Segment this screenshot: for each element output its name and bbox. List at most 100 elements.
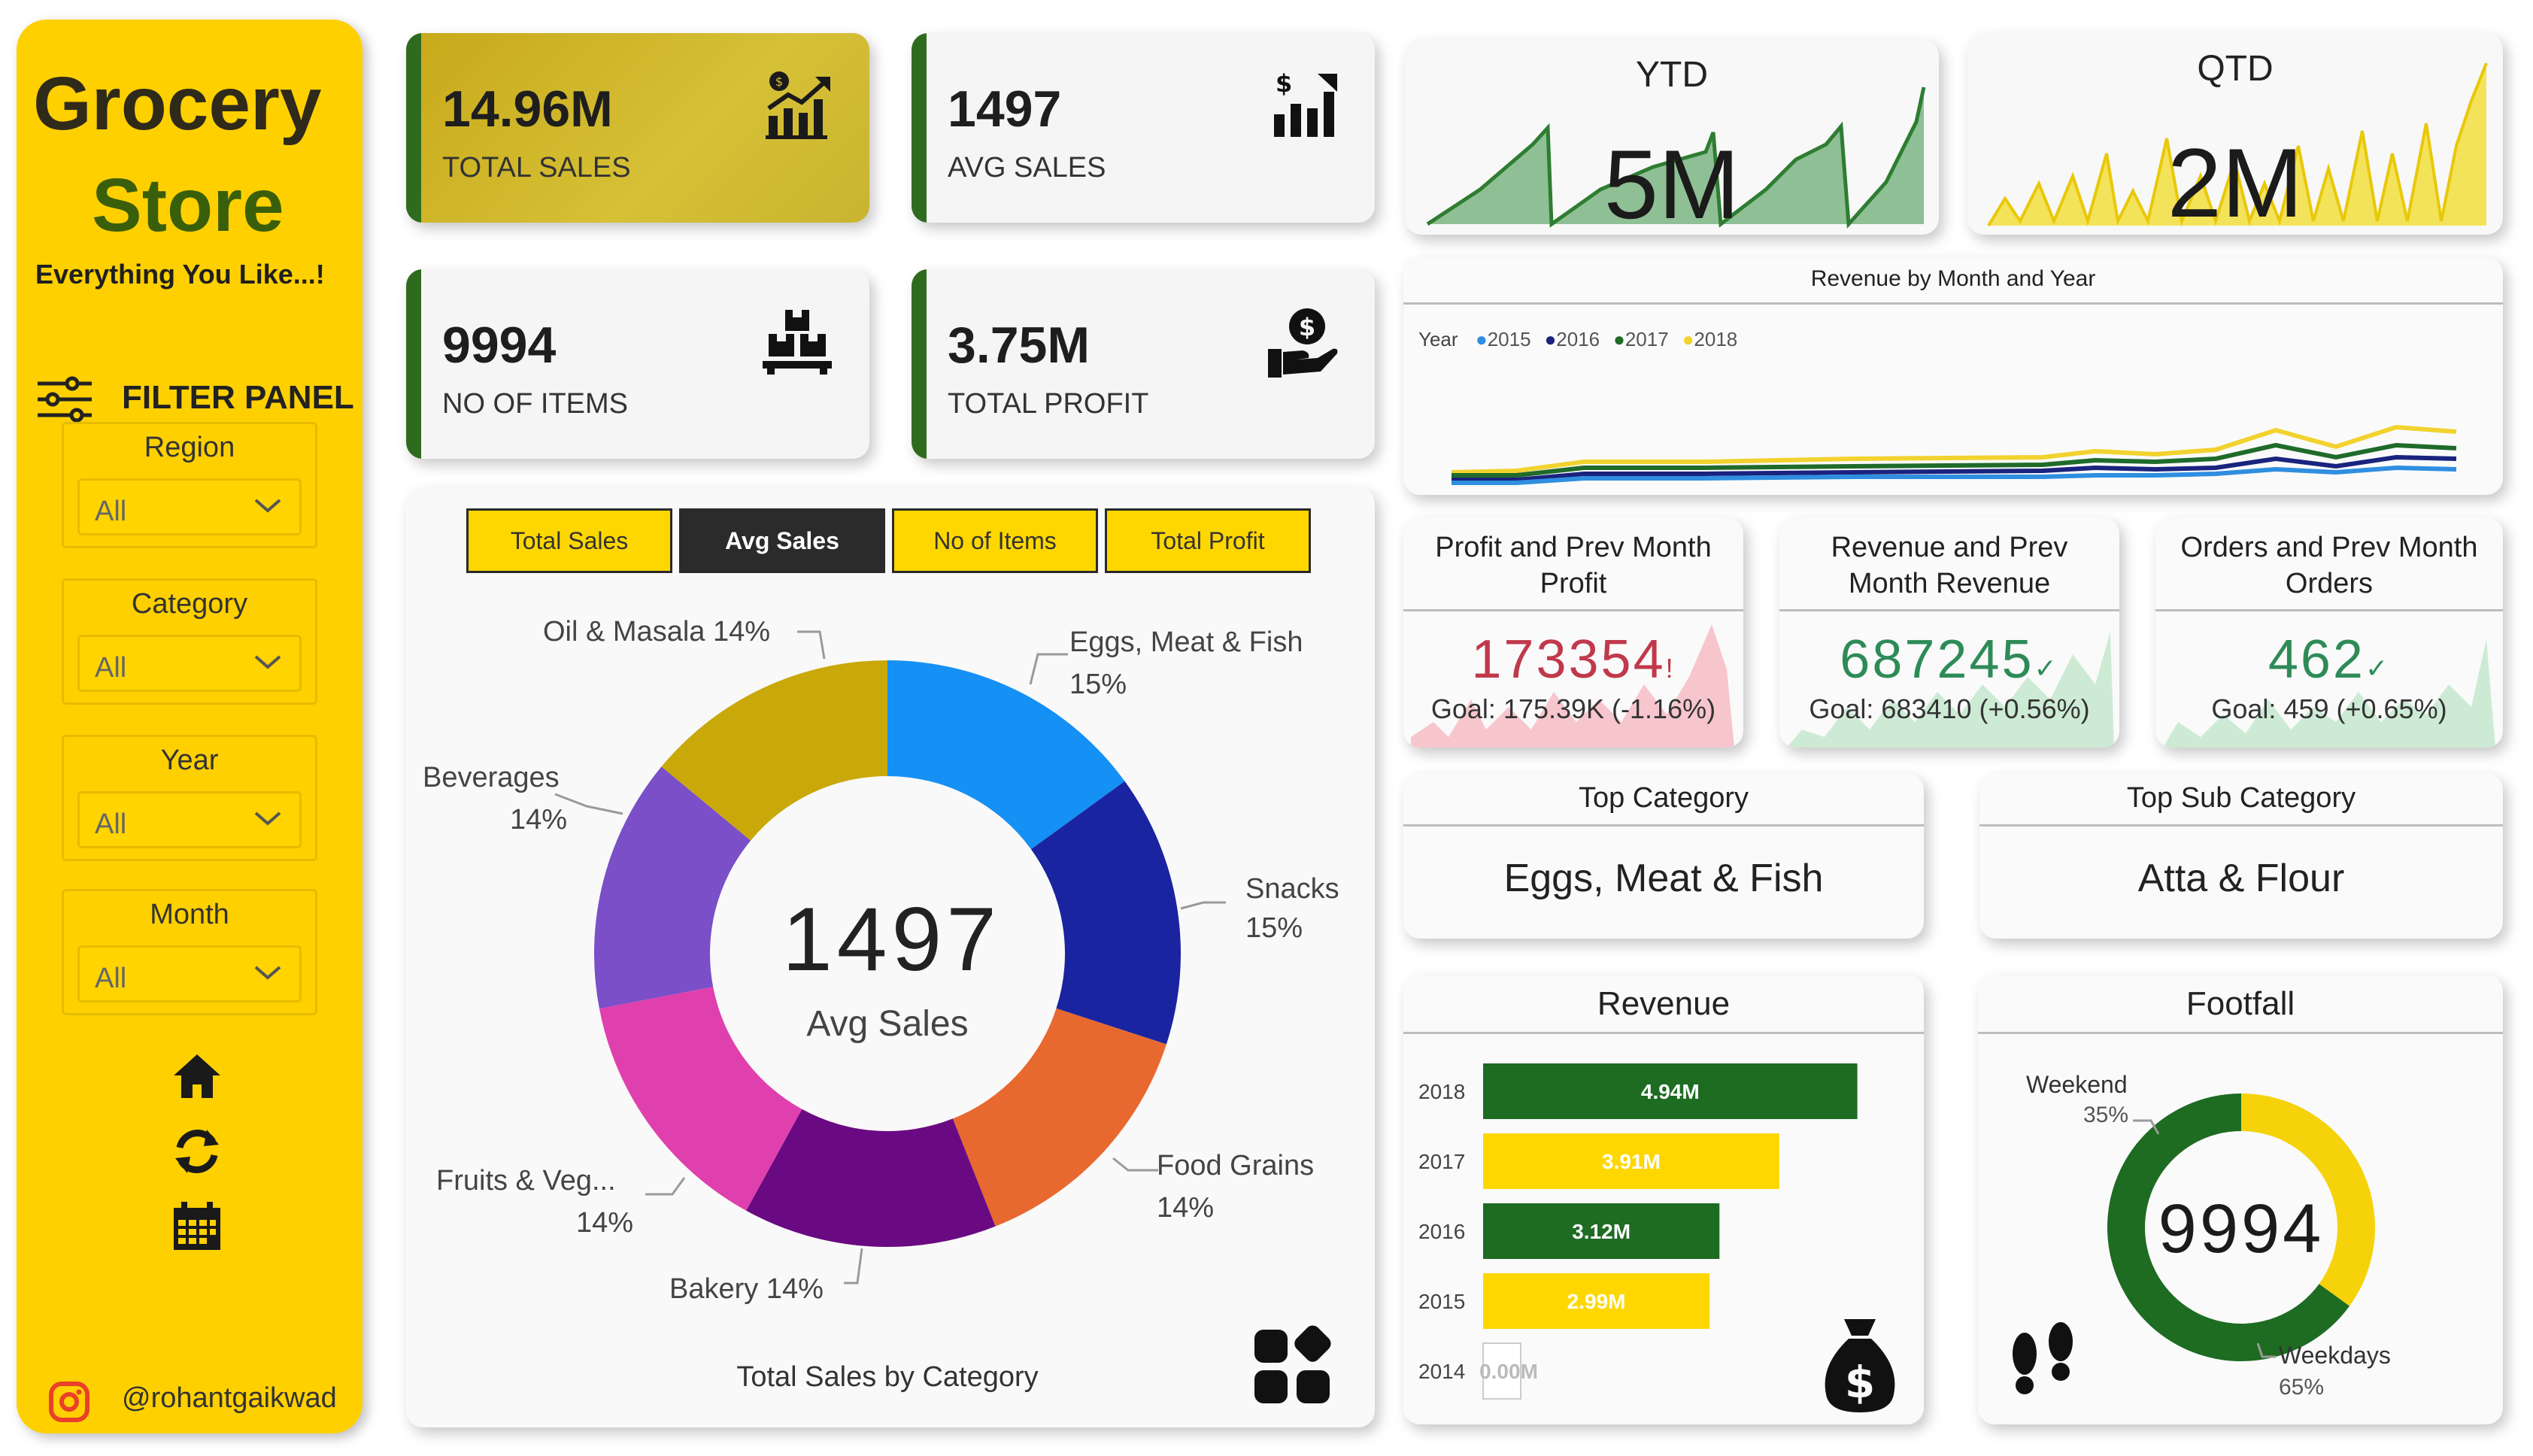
tab-total-profit[interactable]: Total Profit <box>1105 508 1311 573</box>
legend-item-2017: ●2017 <box>1613 328 1669 350</box>
title-divider <box>1403 824 1924 827</box>
top-sub-category-card: Top Sub Category Atta & Flour <box>1979 773 2503 939</box>
instagram-icon <box>48 1381 90 1427</box>
legend-item-2016: ●2016 <box>1544 328 1600 350</box>
category-slice-snacks[interactable] <box>1030 781 1181 1045</box>
boxes-icon <box>760 305 835 381</box>
revenue-bar-2015[interactable] <box>1483 1273 1710 1329</box>
trend-legend: ●2015 ●2016 ●2017 ●2018 <box>1476 328 1737 351</box>
kpi-value: 14.96M <box>442 80 613 138</box>
donut-pct-beverages: 14% <box>510 804 568 836</box>
bar-value-label: 3.12M <box>1572 1220 1631 1243</box>
kpi-label: AVG SALES <box>948 152 1106 184</box>
title-divider <box>1403 609 1743 611</box>
title-divider <box>1779 609 2119 611</box>
mini-kpi-value: 687245✓ <box>1840 629 2059 690</box>
footfall-leader-lines <box>2133 1119 2276 1358</box>
home-icon[interactable] <box>171 1050 223 1106</box>
bar-value-label: 4.94M <box>1641 1080 1700 1103</box>
kpi-accent-bar <box>406 33 421 223</box>
donut-center-label: Avg Sales <box>806 1004 969 1044</box>
year-dropdown[interactable]: All <box>77 791 302 848</box>
revenue-bar-2016[interactable] <box>1483 1203 1720 1259</box>
revenue-bar-2018[interactable] <box>1483 1063 1858 1119</box>
top-sub-category-value: Atta & Flour <box>2137 857 2345 900</box>
revenue-vs-prev-card: Revenue and Prev Month Revenue 687245✓ Go… <box>1779 517 2119 748</box>
refresh-icon[interactable] <box>171 1125 223 1181</box>
brand-tagline: Everything You Like...! <box>35 259 325 290</box>
region-dropdown[interactable]: All <box>77 478 302 535</box>
footfall-title: Footfall <box>2186 985 2295 1022</box>
category-donut-chart <box>594 660 1181 1247</box>
footfall-center-value: 9994 <box>2158 1191 2325 1267</box>
mini-kpi-goal: Goal: 683410 (+0.56%) <box>1809 693 2090 724</box>
svg-text:$: $ <box>1299 313 1315 341</box>
top-category-title: Top Category <box>1578 782 1749 814</box>
revenue-bar-card: Revenue 2018 4.94M 2017 3.91M 2016 3.12M 2015 2… <box>1403 975 1924 1424</box>
svg-text:$: $ <box>1276 69 1292 98</box>
bar-category-label: 2014 <box>1418 1360 1465 1383</box>
category-slice-beverages[interactable] <box>594 766 751 1009</box>
profit-vs-prev-card: Profit and Prev Month Profit 173354! Goal… <box>1403 517 1743 748</box>
weekdays-label: Weekdays <box>2279 1342 2391 1369</box>
mini-kpi-value: 173354! <box>1471 629 1676 690</box>
category-dropdown[interactable]: All <box>77 635 302 692</box>
filter-sliders-icon <box>35 373 95 429</box>
qtd-area-chart <box>1987 62 2488 227</box>
kpi-label: NO OF ITEMS <box>442 388 628 420</box>
revenue-bar-2014[interactable] <box>1482 1342 1521 1400</box>
mini-kpi-title: Profit and Prev Month Profit <box>1435 532 1712 599</box>
mini-kpi-value: 462✓ <box>2268 629 2391 690</box>
legend-item-2015: ●2015 <box>1476 328 1531 350</box>
sales-chart-icon: $ <box>763 69 835 145</box>
category-slice-eggs-meat-fish[interactable] <box>887 660 1125 850</box>
kpi-value: 9994 <box>442 317 557 374</box>
title-divider <box>2155 609 2503 611</box>
donut-pct-food-grains: 14% <box>1157 1192 1215 1224</box>
category-slice-fruits-veg[interactable] <box>599 987 802 1211</box>
weekend-pct: 35% <box>2083 1103 2129 1127</box>
footfall-slice-weekend[interactable] <box>2241 1094 2375 1306</box>
tab-avg-sales[interactable]: Avg Sales <box>679 508 885 573</box>
bar-category-label: 2015 <box>1418 1290 1465 1313</box>
chevron-down-icon <box>254 499 281 513</box>
category-slice-bakery[interactable] <box>746 1109 996 1247</box>
category-slice-food-grains[interactable] <box>952 1008 1166 1227</box>
month-filter-label: Month <box>150 899 229 930</box>
region-filter: Region All <box>62 422 317 548</box>
author-handle: @rohantgaikwad <box>122 1382 337 1414</box>
donut-leader-lines <box>554 630 1226 1285</box>
tab-no-of-items[interactable]: No of Items <box>892 508 1098 573</box>
revenue-bar-2017[interactable] <box>1483 1133 1779 1189</box>
footfall-card: Footfall 9994 Weekend 35% Weekdays 65% <box>1978 975 2503 1424</box>
title-divider <box>1403 302 2503 305</box>
title-divider <box>1978 1032 2503 1034</box>
tab-total-sales[interactable]: Total Sales <box>466 508 672 573</box>
bar-category-label: 2018 <box>1418 1080 1465 1103</box>
title-divider <box>1403 1032 1924 1034</box>
revenue-trend-card: Revenue by Month and Year Year ●2015 ●20… <box>1403 257 2503 495</box>
grid-layout-icon[interactable] <box>1251 1325 1334 1412</box>
kpi-total-sales: 14.96M TOTAL SALES $ <box>406 33 869 223</box>
month-filter: Month All <box>62 889 317 1015</box>
kpi-avg-sales: 1497 AVG SALES $ <box>912 33 1375 223</box>
legend-title: Year <box>1418 328 1458 350</box>
footfall-slice-weekdays[interactable] <box>2107 1094 2350 1361</box>
qtd-title: QTD <box>2197 49 2274 89</box>
weekend-label: Weekend <box>2026 1071 2128 1098</box>
mini-kpi-title: Orders and Prev Month Orders <box>2180 532 2478 599</box>
title-divider <box>1979 824 2503 827</box>
category-slice-oil-masala[interactable] <box>661 660 887 841</box>
svg-text:$: $ <box>1845 1357 1875 1408</box>
month-dropdown[interactable]: All <box>77 945 302 1003</box>
donut-pct-fruits-veg: 14% <box>576 1207 634 1239</box>
weekdays-pct: 65% <box>2279 1375 2325 1400</box>
donut-label-oil-masala: Oil & Masala 14% <box>543 616 771 648</box>
region-dropdown-value: All <box>95 496 127 527</box>
year-dropdown-value: All <box>95 808 127 840</box>
legend-item-2018: ●2018 <box>1682 328 1738 350</box>
calendar-icon[interactable] <box>171 1200 223 1257</box>
category-filter-label: Category <box>131 588 248 620</box>
money-hand-icon: $ <box>1265 305 1340 384</box>
kpi-accent-bar <box>912 269 927 459</box>
